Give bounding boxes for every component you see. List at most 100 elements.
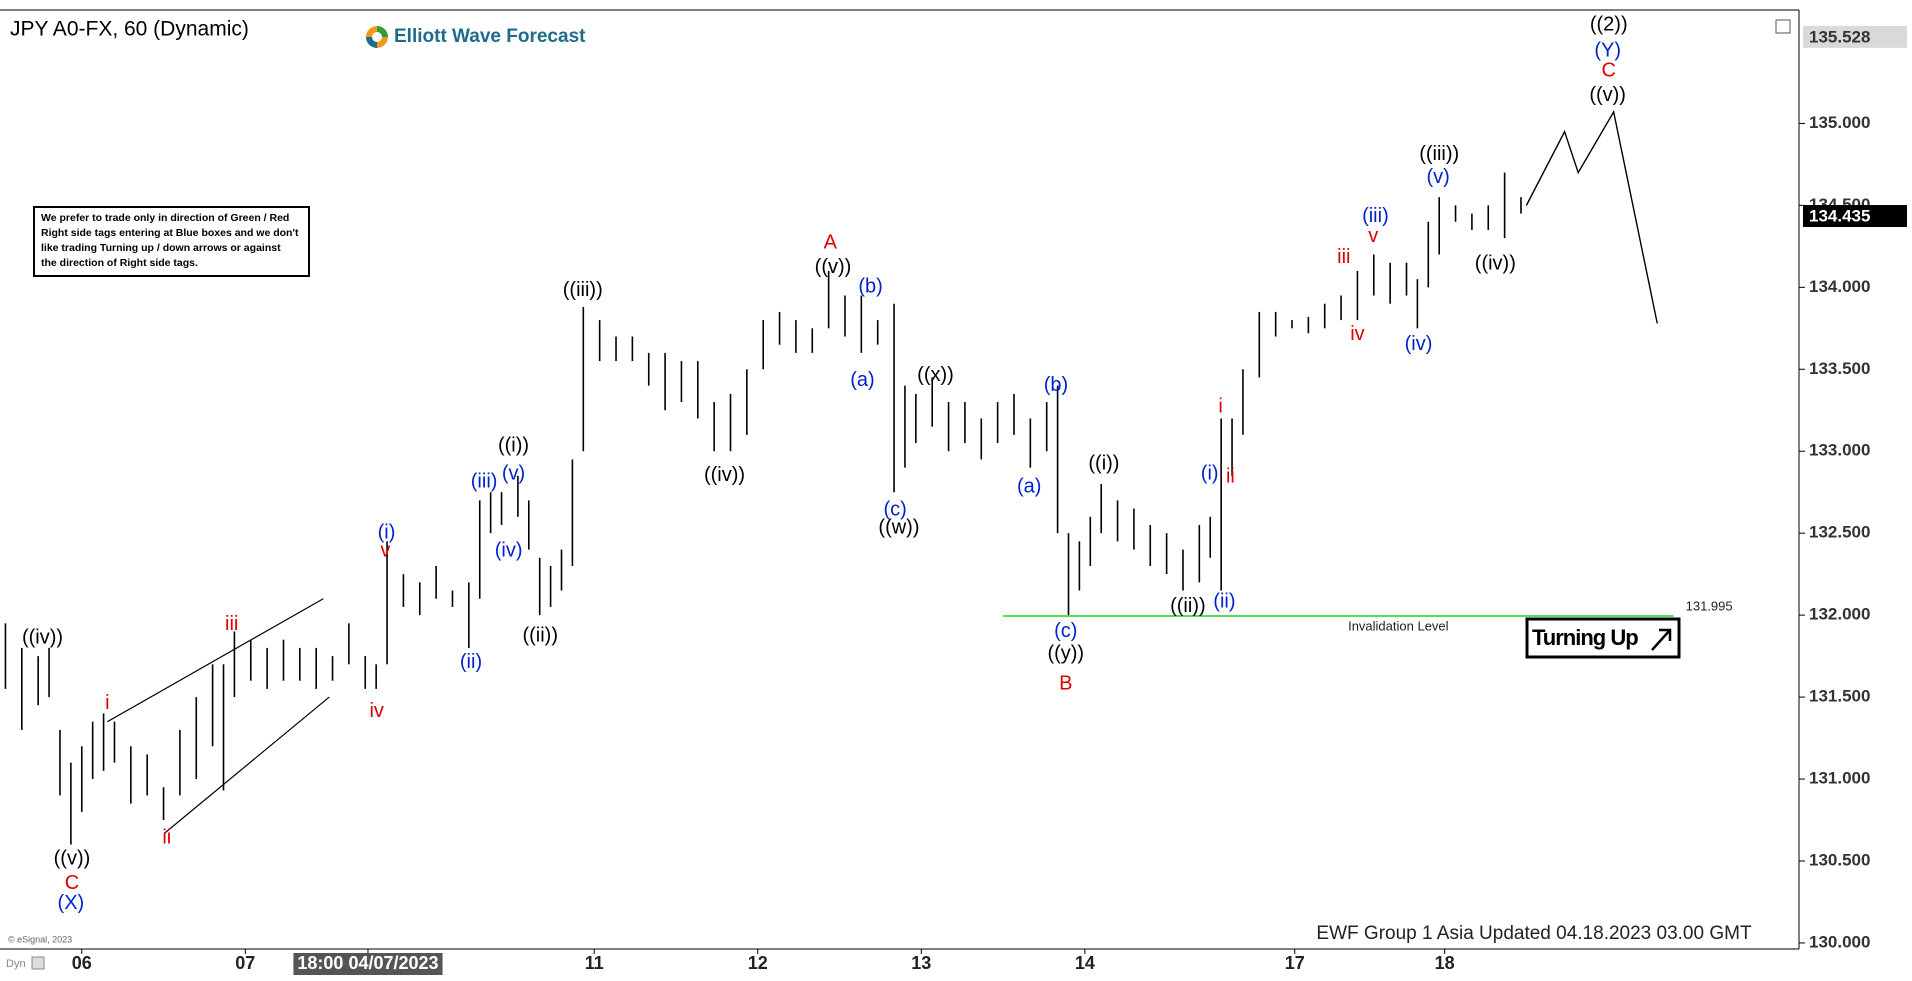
y-tick-label: 134.000 (1809, 277, 1870, 296)
price-tag-label: 135.528 (1809, 27, 1870, 46)
projection-line (1525, 110, 1658, 324)
note-line: We prefer to trade only in direction of … (41, 212, 289, 224)
x-tick-highlight (293, 953, 443, 975)
wave-label: (iii) (1362, 205, 1389, 227)
wave-label: (iv) (1405, 333, 1433, 355)
wave-label: C (65, 872, 79, 894)
wave-label: (X) (58, 892, 85, 914)
wave-label: (a) (1017, 476, 1041, 498)
wave-label: ((iii)) (563, 279, 603, 301)
wave-label: v (380, 539, 390, 561)
wave-label: (iv) (495, 539, 523, 561)
wave-label: (ii) (460, 651, 482, 673)
wave-label: ((iv)) (22, 626, 63, 648)
window-icon[interactable] (1775, 19, 1791, 34)
corner-icon[interactable] (31, 956, 45, 970)
wave-label: ((v)) (815, 256, 852, 278)
y-tick-label: 131.000 (1809, 769, 1870, 788)
note-frame (33, 206, 310, 277)
wave-label: ((v)) (1589, 84, 1626, 106)
footer: EWF Group 1 Asia Updated 04.18.2023 03.0… (1316, 923, 1752, 944)
wave-label: ii (1226, 466, 1235, 488)
wave-label: ((iv)) (704, 464, 745, 486)
wave-label: (c) (1054, 620, 1077, 642)
price-tag-label: 134.435 (1809, 207, 1870, 226)
wave-label: v (1368, 225, 1378, 247)
note-line: Right side tags entering at Blue boxes a… (41, 227, 299, 239)
wave-label: (b) (1044, 374, 1068, 396)
y-tick-label: 131.500 (1809, 687, 1870, 706)
signal-box: Turning Up (1525, 617, 1681, 659)
y-tick-label: 130.500 (1809, 850, 1870, 869)
note-box: We prefer to trade only in direction of … (33, 206, 310, 277)
y-tick-label: 132.000 (1809, 605, 1870, 624)
logo-text: Elliott Wave Forecast (394, 26, 586, 47)
logo-icon-center (372, 32, 382, 42)
wave-label: i (105, 692, 109, 714)
x-tick-label: 13 (911, 953, 931, 973)
x-tick-label: 11 (585, 953, 604, 973)
corner-label: Dyn (6, 958, 26, 970)
logo: Elliott Wave Forecast (366, 26, 586, 48)
wave-label: ((x)) (917, 364, 954, 386)
invalidation-value: 131.995 (1686, 598, 1733, 613)
x-tick-label: 18 (1435, 953, 1455, 973)
wave-label: B (1059, 672, 1072, 694)
wave-label: ((ii)) (522, 625, 558, 647)
wave-label: ((i)) (498, 435, 529, 457)
chart-title: JPY A0-FX, 60 (Dynamic) (10, 18, 249, 41)
x-tick-label: 06 (72, 953, 92, 973)
wave-label: ((w)) (878, 517, 919, 539)
wave-label: ((v)) (54, 848, 91, 870)
wave-label: (v) (502, 462, 525, 484)
wave-label: (v) (1426, 166, 1449, 188)
wave-label: ((ii)) (1170, 595, 1206, 617)
wave-label: ((i)) (1088, 453, 1119, 475)
x-tick-label: 12 (748, 953, 768, 973)
x-tick-label: 17 (1285, 953, 1305, 973)
x-tick-label: 14 (1075, 953, 1095, 973)
wave-label: iv (369, 700, 383, 722)
wave-label: iii (1337, 246, 1350, 268)
wave-label: ((2)) (1590, 13, 1628, 35)
wave-label: C (1602, 59, 1616, 81)
wave-label: (b) (858, 276, 882, 298)
wave-label: iii (225, 613, 238, 635)
y-tick-label: 133.000 (1809, 441, 1870, 460)
price-tag (1803, 25, 1907, 48)
x-tick-label: 18:00 04/07/2023 (297, 953, 438, 973)
wave-label: (Y) (1594, 40, 1621, 62)
wave-label: A (824, 231, 838, 253)
signal-arrow (1651, 628, 1672, 651)
wave-label: ((y)) (1047, 643, 1084, 665)
signal-text: Turning Up (1532, 625, 1638, 650)
price-tag (1803, 205, 1907, 228)
note-line: like trading Turning up / down arrows or… (41, 242, 281, 254)
y-tick-label: 132.500 (1809, 523, 1870, 542)
wave-label: (a) (850, 369, 874, 391)
invalidation-label: Invalidation Level (1348, 618, 1449, 633)
channel-line (107, 598, 324, 723)
wave-label: i (1218, 395, 1222, 417)
wave-label: (ii) (1213, 590, 1235, 612)
wave-label: ii (162, 826, 171, 848)
y-tick-label: 135.000 (1809, 113, 1870, 132)
y-tick-label: 130.000 (1809, 932, 1870, 951)
wave-label: ((iv)) (1475, 253, 1516, 275)
x-tick-label: 07 (235, 953, 255, 973)
signal-frame (1525, 617, 1681, 659)
y-tick-label: 133.500 (1809, 359, 1870, 378)
wave-label: iv (1350, 323, 1364, 345)
copyright: © eSignal, 2023 (8, 934, 72, 944)
note-line: the direction of Right side tags. (41, 257, 198, 269)
channel-line (164, 696, 330, 834)
wave-label: (i) (378, 521, 396, 543)
wave-label: ((iii)) (1419, 143, 1459, 165)
wave-label: (iii) (471, 471, 498, 493)
wave-label: (c) (883, 499, 906, 521)
wave-label: (i) (1201, 462, 1219, 484)
